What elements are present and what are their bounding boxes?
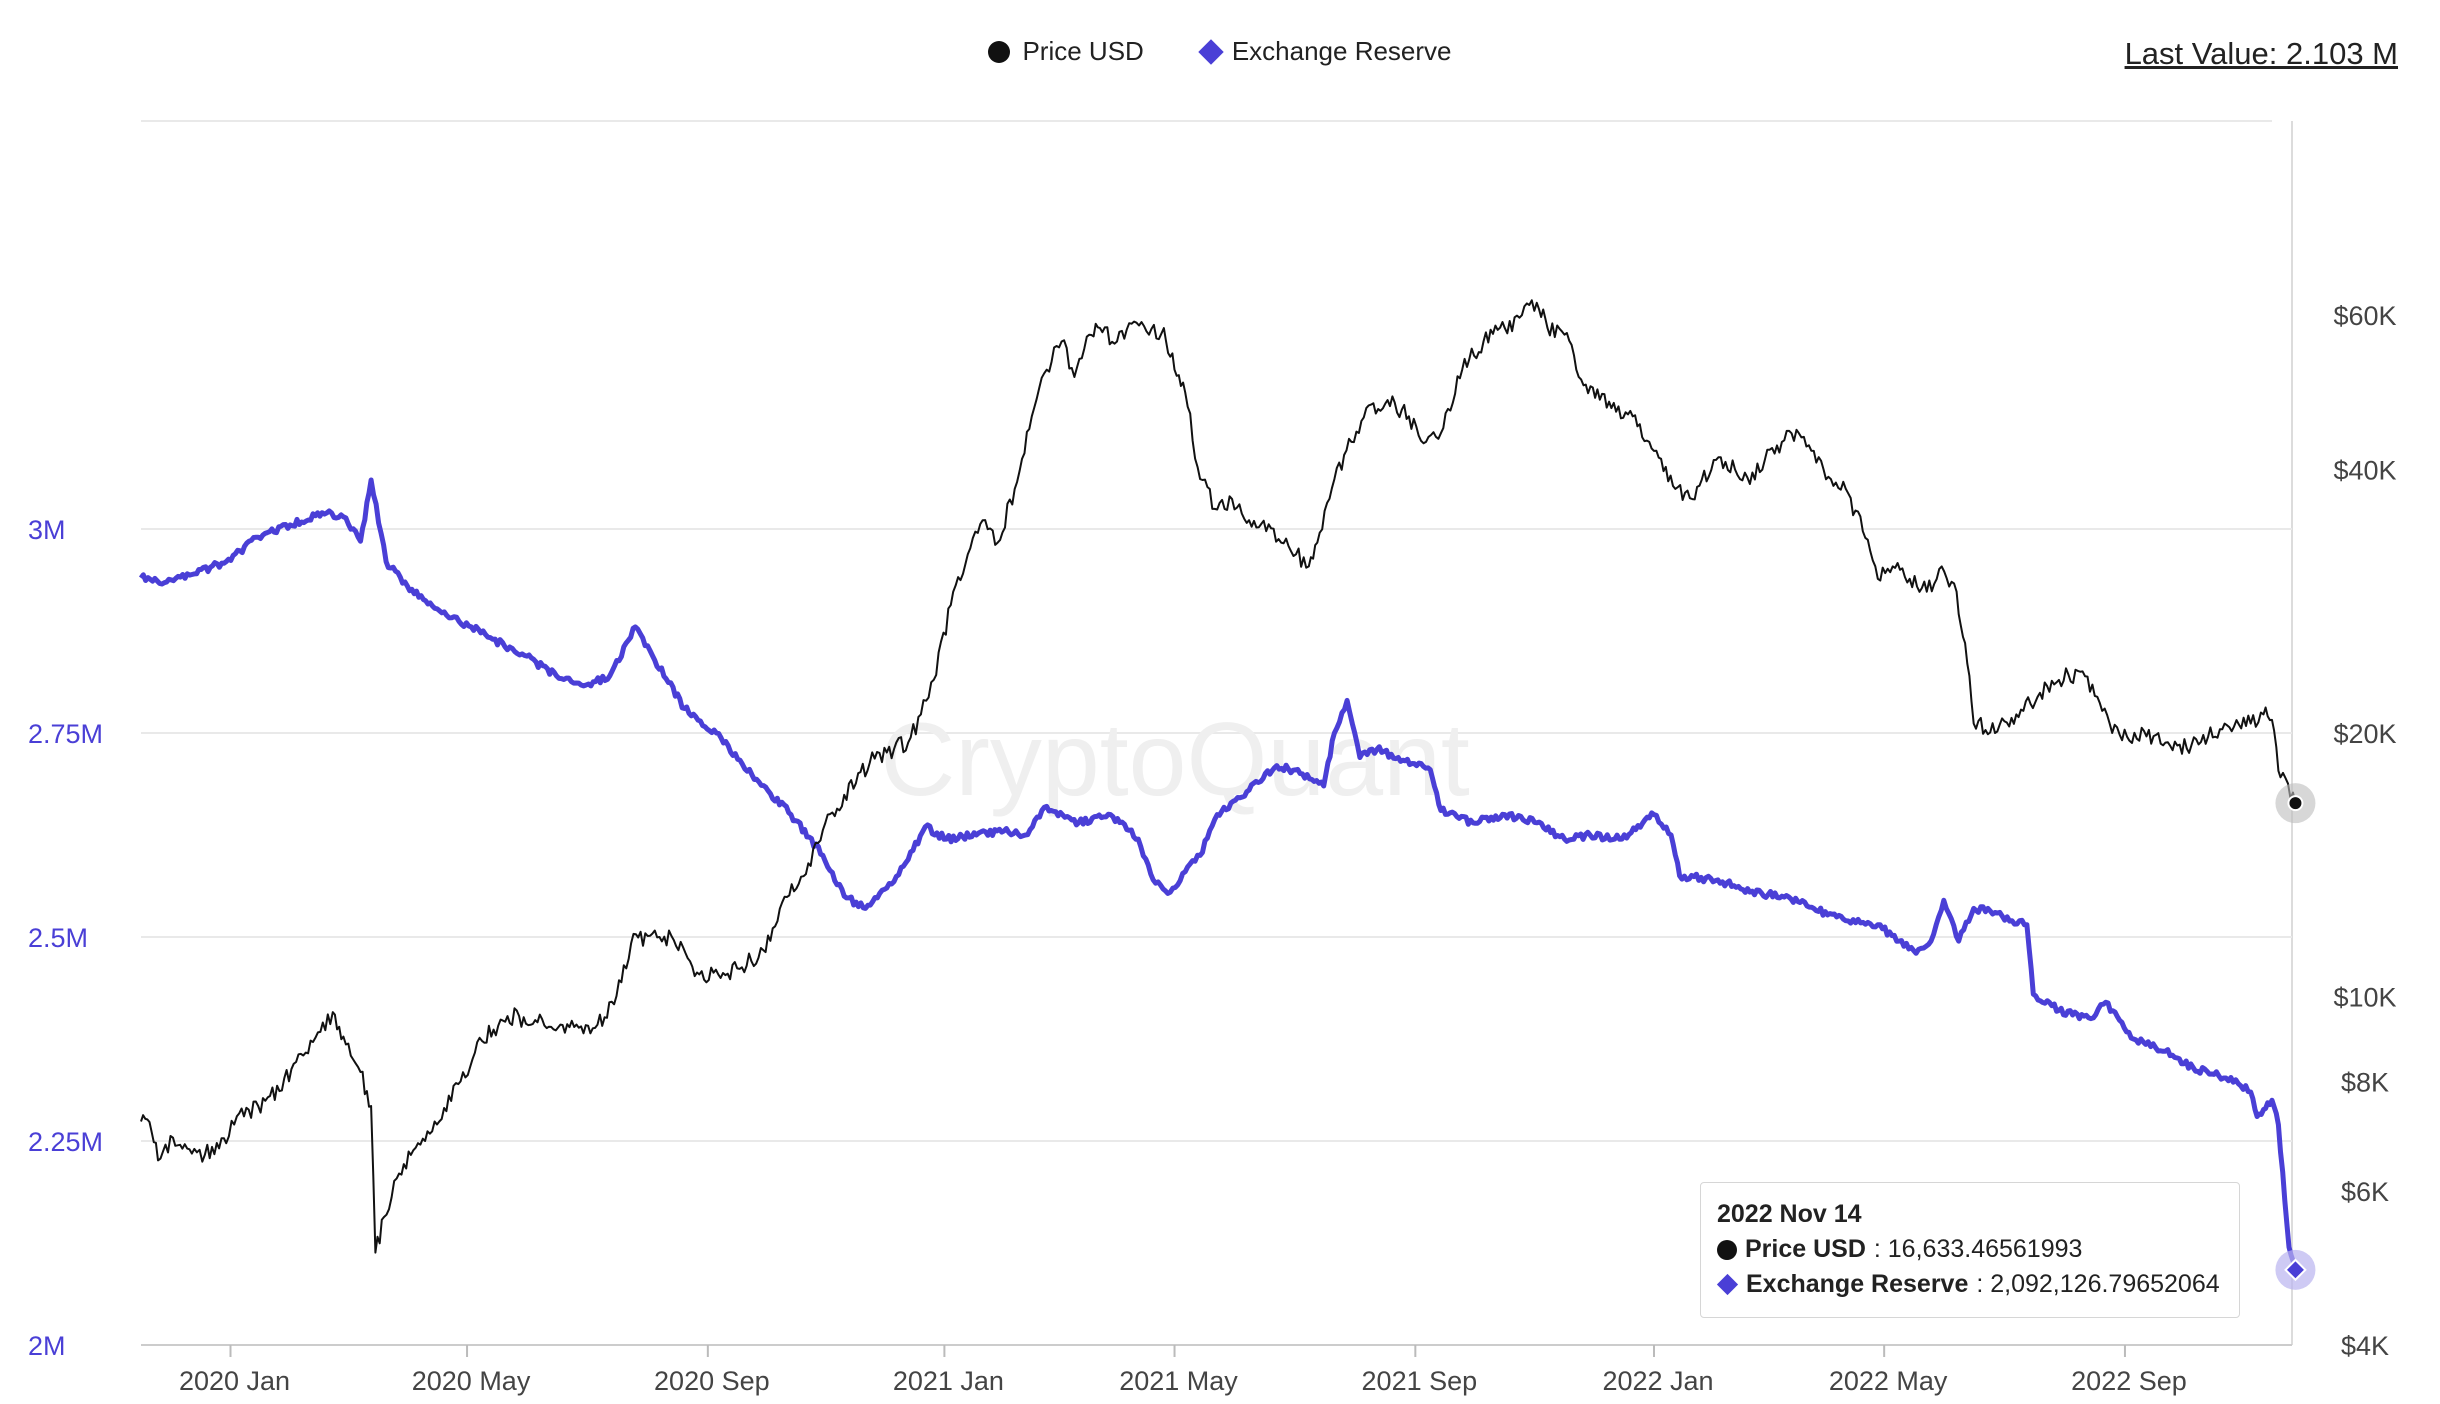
tooltip-price-value: : 16,633.46561993	[1873, 1235, 2083, 1263]
tooltip-date: 2022 Nov 14	[1717, 1200, 1862, 1228]
x-axis-tick-label: 2021 Jan	[893, 1366, 1004, 1396]
diamond-icon	[1716, 1273, 1739, 1296]
x-axis-tick-label: 2020 Jan	[179, 1366, 290, 1396]
x-axis-tick-label: 2020 May	[412, 1366, 531, 1396]
tooltip-reserve-value: : 2,092,126.79652064	[1976, 1270, 2220, 1298]
hover-markers	[2275, 783, 2316, 1290]
legend-label-price-usd: Price USD	[1022, 36, 1144, 66]
left-axis-tick-label: 2M	[28, 1331, 66, 1361]
watermark: CryptoQuant	[880, 702, 1470, 818]
last-value-link[interactable]: Last Value: 2.103 M	[2124, 36, 2398, 71]
left-axis-tick-label: 2.75M	[28, 719, 103, 749]
x-axis-tick-label: 2021 Sep	[1362, 1366, 1478, 1396]
right-axis-tick-label: $60K	[2333, 301, 2396, 331]
circle-icon	[1717, 1239, 1737, 1260]
x-axis-tick-label: 2022 May	[1829, 1366, 1948, 1396]
tooltip-price-label: Price USD	[1745, 1235, 1866, 1263]
right-axis-tick-label: $10K	[2333, 983, 2396, 1013]
tooltip-row-reserve: Exchange Reserve: 2,092,126.79652064	[1716, 1267, 2223, 1302]
series-group	[138, 299, 2298, 1271]
tooltip: 2022 Nov 14 Price USD: 16,633.46561993 E…	[1700, 1182, 2240, 1318]
x-axis-tick-label: 2020 Sep	[654, 1366, 770, 1396]
left-axis: 3M 2.75M 2.5M 2.25M 2M	[28, 515, 103, 1361]
price-marker-point	[2287, 795, 2304, 812]
legend-item-exchange-reserve[interactable]: Exchange Reserve	[1198, 36, 1452, 67]
series-line-exchange-reserve	[138, 477, 2298, 1271]
right-axis-tick-label: $4K	[2341, 1331, 2389, 1361]
legend: Price USD Exchange Reserve	[0, 36, 2440, 67]
circle-icon	[988, 40, 1011, 63]
legend-label-exchange-reserve: Exchange Reserve	[1231, 36, 1452, 66]
x-axis-tick-label: 2022 Sep	[2071, 1366, 2187, 1396]
right-axis-tick-label: $20K	[2333, 719, 2396, 749]
right-axis: $60K $40K $20K $10K $8K $6K $4K	[2333, 301, 2396, 1361]
x-axis-tick-label: 2022 Jan	[1602, 1366, 1713, 1396]
right-axis-tick-label: $40K	[2333, 455, 2396, 485]
left-axis-tick-label: 2.5M	[28, 923, 88, 953]
right-axis-tick-label: $8K	[2341, 1067, 2389, 1097]
left-axis-tick-label: 2.25M	[28, 1127, 103, 1157]
x-axis-tick-label: 2021 May	[1119, 1366, 1238, 1396]
diamond-icon	[1198, 38, 1224, 65]
left-axis-tick-label: 3M	[28, 515, 66, 545]
tooltip-row-price: Price USD: 16,633.46561993	[1717, 1232, 2223, 1267]
legend-item-price-usd[interactable]: Price USD	[988, 36, 1144, 67]
right-axis-tick-label: $6K	[2341, 1177, 2389, 1207]
tooltip-reserve-label: Exchange Reserve	[1746, 1270, 1969, 1298]
series-line-price-usd	[140, 299, 2297, 1254]
gridlines	[141, 120, 2293, 1346]
reserve-marker-point	[2284, 1258, 2307, 1282]
x-axis: 2020 Jan 2020 May 2020 Sep 2021 Jan 2021 May…	[179, 1345, 2187, 1396]
